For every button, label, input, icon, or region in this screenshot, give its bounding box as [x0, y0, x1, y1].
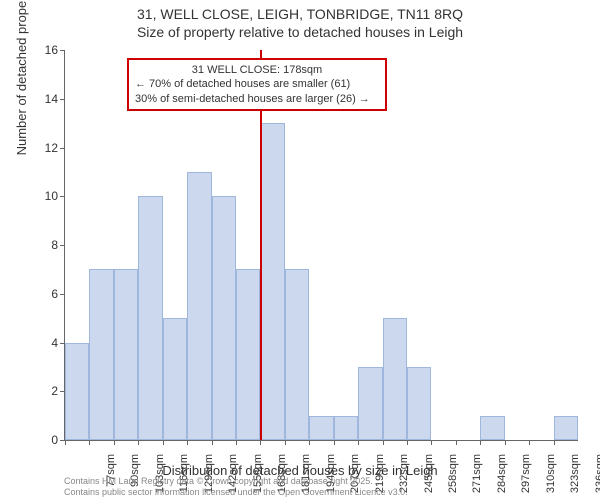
x-tick-label: 284sqm: [496, 454, 508, 504]
x-tick: [358, 440, 359, 445]
chart-container: 31, WELL CLOSE, LEIGH, TONBRIDGE, TN11 8…: [0, 0, 600, 500]
chart-title: 31, WELL CLOSE, LEIGH, TONBRIDGE, TN11 8…: [0, 6, 600, 22]
x-tick: [529, 440, 530, 445]
y-tick: [60, 99, 65, 100]
histogram-bar: [285, 269, 309, 440]
x-tick: [89, 440, 90, 445]
y-tick-label: 0: [28, 433, 58, 447]
histogram-bar: [138, 196, 162, 440]
y-tick-label: 10: [28, 189, 58, 203]
histogram-bar: [383, 318, 407, 440]
histogram-bar: [554, 416, 578, 440]
x-tick-label: 323sqm: [569, 454, 581, 504]
footer-attribution: Contains HM Land Registry data © Crown c…: [64, 476, 408, 498]
y-tick: [60, 391, 65, 392]
annotation-line-2: 30% of semi-detached houses are larger (…: [135, 92, 379, 106]
y-tick: [60, 343, 65, 344]
chart-subtitle: Size of property relative to detached ho…: [0, 24, 600, 40]
histogram-bar: [187, 172, 211, 440]
y-tick-label: 14: [28, 92, 58, 106]
x-tick: [554, 440, 555, 445]
histogram-bar: [212, 196, 236, 440]
x-tick: [260, 440, 261, 445]
x-tick: [431, 440, 432, 445]
x-tick: [383, 440, 384, 445]
histogram-bar: [114, 269, 138, 440]
histogram-bar: [89, 269, 113, 440]
annotation-line-1: ← 70% of detached houses are smaller (61…: [135, 77, 379, 91]
y-tick-label: 16: [28, 43, 58, 57]
plot-region: 024681012141677sqm90sqm103sqm116sqm129sq…: [64, 50, 578, 441]
x-tick: [480, 440, 481, 445]
chart-area: 024681012141677sqm90sqm103sqm116sqm129sq…: [64, 50, 577, 440]
x-tick: [505, 440, 506, 445]
x-tick: [65, 440, 66, 445]
y-tick-label: 2: [28, 384, 58, 398]
x-tick-label: 336sqm: [594, 454, 600, 504]
y-tick: [60, 50, 65, 51]
histogram-bar: [236, 269, 260, 440]
y-tick: [60, 245, 65, 246]
x-tick: [456, 440, 457, 445]
x-tick: [309, 440, 310, 445]
x-tick: [138, 440, 139, 445]
histogram-bar: [260, 123, 284, 440]
x-tick-label: 245sqm: [423, 454, 435, 504]
annotation-title: 31 WELL CLOSE: 178sqm: [135, 63, 379, 77]
y-axis-label: Number of detached properties: [14, 0, 29, 155]
y-tick-label: 4: [28, 336, 58, 350]
x-tick: [212, 440, 213, 445]
y-tick-label: 12: [28, 141, 58, 155]
histogram-bar: [65, 343, 89, 441]
x-tick-label: 271sqm: [471, 454, 483, 504]
y-tick: [60, 294, 65, 295]
y-tick: [60, 148, 65, 149]
x-tick-label: 310sqm: [545, 454, 557, 504]
histogram-bar: [480, 416, 504, 440]
x-tick: [114, 440, 115, 445]
x-tick: [163, 440, 164, 445]
x-tick: [236, 440, 237, 445]
histogram-bar: [309, 416, 333, 440]
footer-line-1: Contains HM Land Registry data © Crown c…: [64, 476, 408, 487]
y-tick-label: 8: [28, 238, 58, 252]
histogram-bar: [358, 367, 382, 440]
footer-line-2: Contains public sector information licen…: [64, 487, 408, 498]
histogram-bar: [163, 318, 187, 440]
x-tick: [334, 440, 335, 445]
x-tick: [407, 440, 408, 445]
annotation-box: 31 WELL CLOSE: 178sqm← 70% of detached h…: [127, 58, 387, 111]
x-tick: [285, 440, 286, 445]
x-tick: [187, 440, 188, 445]
y-tick-label: 6: [28, 287, 58, 301]
x-tick-label: 297sqm: [520, 454, 532, 504]
histogram-bar: [334, 416, 358, 440]
y-tick: [60, 196, 65, 197]
x-tick-label: 258sqm: [447, 454, 459, 504]
histogram-bar: [407, 367, 431, 440]
